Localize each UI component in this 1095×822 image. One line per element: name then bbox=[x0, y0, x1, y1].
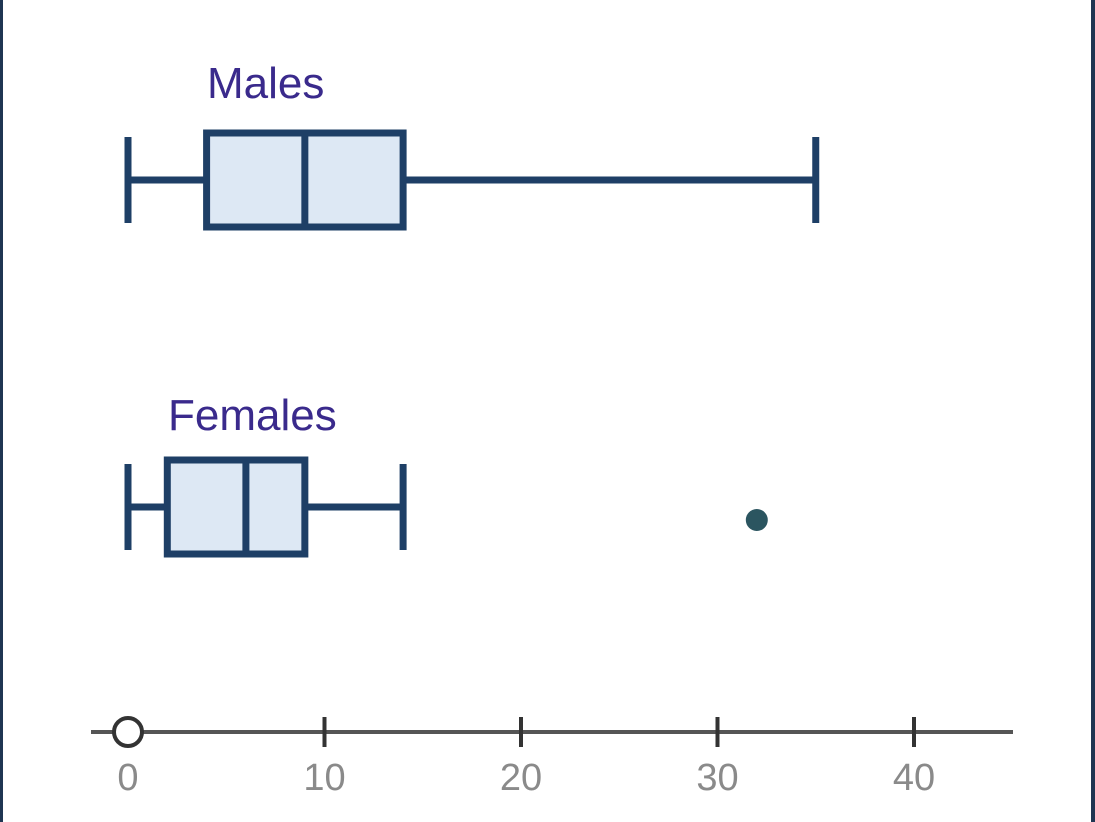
x-tick-label: 10 bbox=[303, 757, 345, 799]
x-axis: 0 10 20 30 40 bbox=[91, 716, 1013, 799]
x-tick-label: 30 bbox=[696, 757, 738, 799]
iqr-box bbox=[163, 456, 309, 558]
series-label-females: Females bbox=[168, 391, 337, 440]
x-tick-label: 40 bbox=[893, 757, 935, 799]
boxplot-males: Males bbox=[124, 59, 820, 231]
outlier-point bbox=[745, 509, 768, 531]
boxplot-chart: Males Females 0 10 20 30 40 bbox=[91, 59, 1013, 799]
origin-marker bbox=[112, 716, 144, 748]
series-label-males: Males bbox=[207, 59, 324, 108]
x-tick-label: 0 bbox=[117, 757, 138, 799]
boxplot-females: Females bbox=[124, 391, 768, 558]
x-tick-label: 20 bbox=[500, 757, 542, 799]
series-layer: Males Females bbox=[124, 59, 820, 558]
